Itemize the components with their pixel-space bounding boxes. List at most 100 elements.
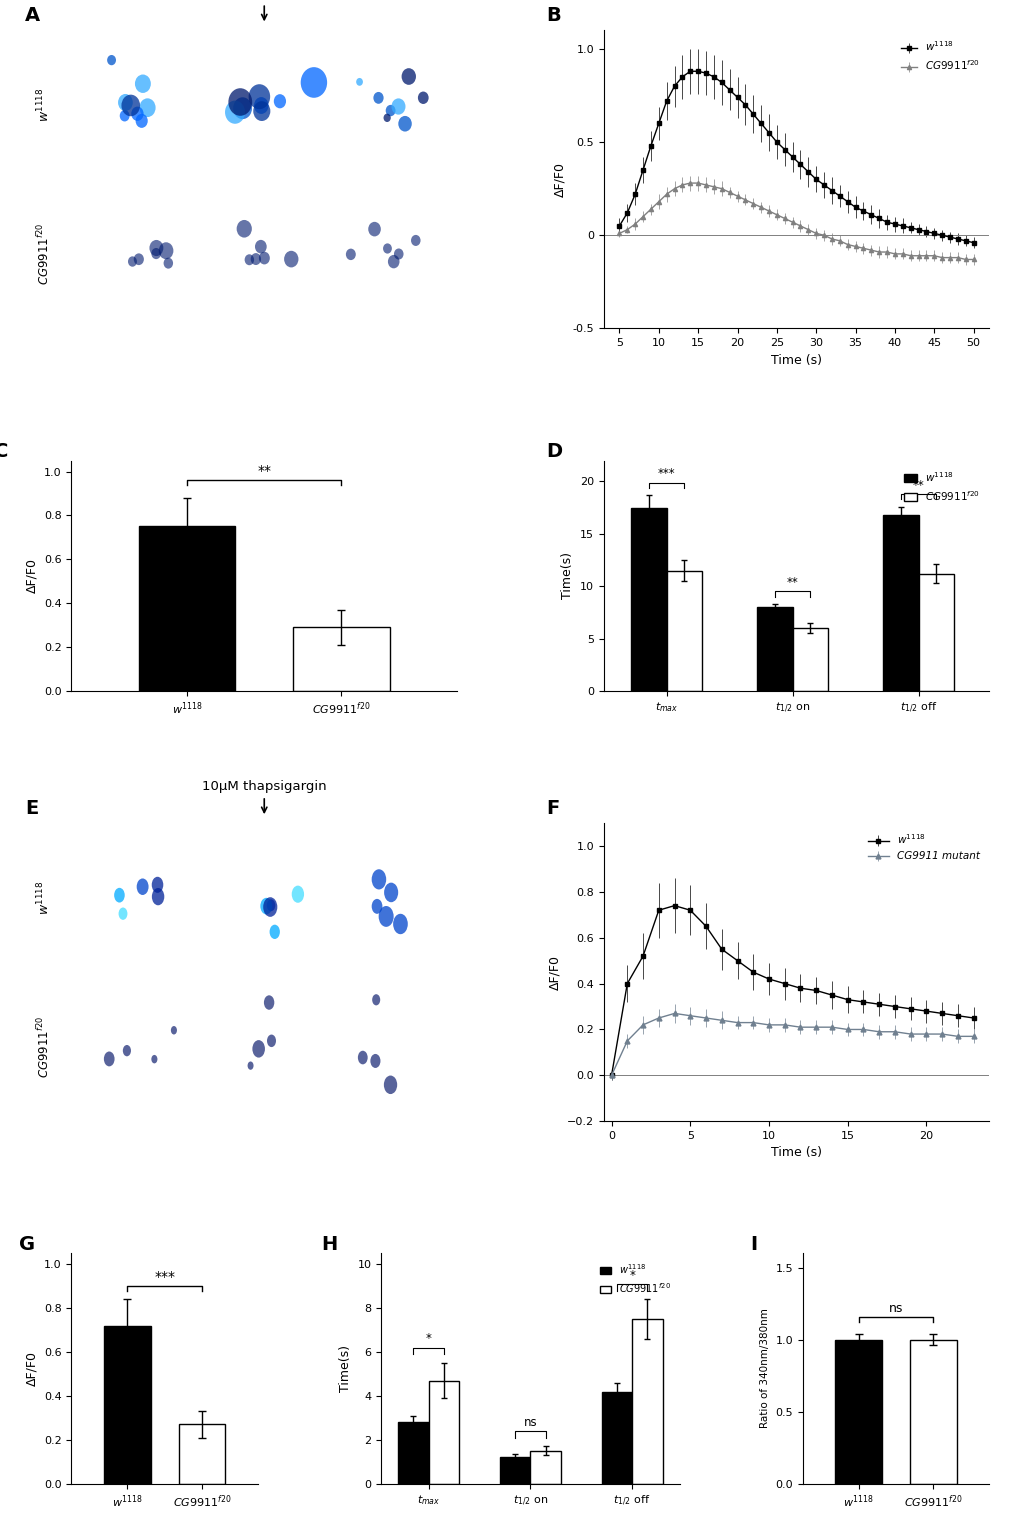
Ellipse shape — [291, 886, 304, 902]
Ellipse shape — [150, 239, 163, 256]
Ellipse shape — [137, 878, 149, 895]
Ellipse shape — [251, 253, 261, 265]
Ellipse shape — [397, 117, 412, 132]
Text: $CG9911^{f20}$: $CG9911^{f20}$ — [37, 223, 52, 285]
Y-axis label: Time(s): Time(s) — [560, 553, 574, 600]
Bar — [756, 607, 792, 690]
Y-axis label: Ratio of 340nm/380nm: Ratio of 340nm/380nm — [759, 1308, 769, 1429]
Ellipse shape — [104, 1052, 114, 1066]
Ellipse shape — [225, 100, 245, 124]
Text: 10μM ionomycin: 10μM ionomycin — [209, 0, 319, 20]
Text: E: E — [25, 799, 39, 818]
Bar — [792, 628, 827, 690]
Text: **: ** — [786, 577, 798, 589]
Ellipse shape — [152, 889, 164, 905]
Ellipse shape — [393, 248, 404, 259]
Ellipse shape — [118, 907, 127, 921]
Text: F: F — [545, 799, 558, 818]
Bar — [632, 1319, 662, 1484]
Ellipse shape — [152, 877, 163, 893]
Text: C: C — [0, 442, 8, 462]
Ellipse shape — [373, 92, 383, 104]
Ellipse shape — [267, 899, 275, 911]
Ellipse shape — [392, 914, 408, 934]
Text: **: ** — [912, 478, 923, 492]
Ellipse shape — [119, 111, 129, 121]
Ellipse shape — [387, 254, 399, 268]
Y-axis label: ΔF/F0: ΔF/F0 — [553, 162, 567, 197]
Text: ns: ns — [888, 1302, 903, 1316]
Text: A: A — [25, 6, 40, 26]
Ellipse shape — [383, 1075, 396, 1095]
Bar — [601, 1391, 632, 1484]
Ellipse shape — [391, 98, 406, 115]
Text: B: B — [545, 6, 560, 26]
Y-axis label: ΔF/F0: ΔF/F0 — [548, 955, 560, 990]
Legend: $w^{1118}$, CG9911 mutant: $w^{1118}$, CG9911 mutant — [863, 828, 983, 866]
Y-axis label: Time(s): Time(s) — [338, 1344, 352, 1391]
Ellipse shape — [345, 248, 356, 260]
Bar — [882, 515, 918, 690]
Bar — [666, 571, 701, 690]
Text: $w^{1118}$: $w^{1118}$ — [36, 88, 53, 123]
Ellipse shape — [121, 95, 140, 117]
Bar — [631, 507, 666, 690]
Ellipse shape — [254, 97, 268, 114]
Ellipse shape — [370, 1054, 380, 1067]
Text: D: D — [545, 442, 561, 462]
Ellipse shape — [118, 94, 132, 111]
Ellipse shape — [372, 995, 380, 1005]
Bar — [292, 627, 389, 690]
Legend: $w^{1118}$, $CG9911^{f20}$: $w^{1118}$, $CG9911^{f20}$ — [595, 1258, 675, 1299]
Ellipse shape — [133, 253, 144, 265]
Bar — [530, 1450, 560, 1484]
Ellipse shape — [368, 223, 380, 236]
Ellipse shape — [252, 1040, 265, 1058]
Ellipse shape — [273, 94, 285, 109]
Ellipse shape — [151, 248, 161, 259]
Ellipse shape — [383, 244, 391, 254]
Ellipse shape — [233, 97, 252, 120]
Bar — [139, 527, 235, 690]
Text: *: * — [425, 1332, 431, 1346]
Ellipse shape — [401, 68, 416, 85]
Ellipse shape — [236, 220, 252, 238]
Legend: $w^{1118}$, $CG9911^{f20}$: $w^{1118}$, $CG9911^{f20}$ — [899, 466, 983, 507]
Ellipse shape — [248, 1061, 254, 1070]
Ellipse shape — [114, 887, 124, 902]
X-axis label: Time (s): Time (s) — [770, 1146, 821, 1160]
Bar — [499, 1458, 530, 1484]
Ellipse shape — [267, 1034, 276, 1048]
Ellipse shape — [284, 251, 299, 268]
Text: **: ** — [257, 465, 271, 478]
Ellipse shape — [171, 1026, 176, 1034]
Text: $CG9911^{f20}$: $CG9911^{f20}$ — [37, 1016, 52, 1078]
Ellipse shape — [135, 74, 151, 92]
Y-axis label: ΔF/F0: ΔF/F0 — [25, 559, 39, 593]
Ellipse shape — [378, 905, 393, 927]
Ellipse shape — [269, 925, 279, 939]
Ellipse shape — [259, 251, 270, 265]
Text: ***: *** — [154, 1270, 175, 1284]
Text: *: * — [629, 1269, 635, 1282]
Ellipse shape — [122, 1045, 130, 1057]
Text: G: G — [19, 1235, 36, 1254]
Ellipse shape — [418, 91, 428, 104]
Ellipse shape — [371, 869, 386, 889]
Text: $w^{1118}$: $w^{1118}$ — [36, 880, 53, 914]
Bar — [397, 1422, 428, 1484]
Y-axis label: ΔF/F0: ΔF/F0 — [25, 1350, 39, 1385]
Bar — [918, 574, 953, 690]
Ellipse shape — [131, 106, 144, 121]
Ellipse shape — [253, 101, 270, 121]
Text: ***: *** — [657, 468, 675, 480]
Bar — [428, 1381, 459, 1484]
Bar — [104, 1326, 151, 1484]
X-axis label: Time (s): Time (s) — [770, 354, 821, 366]
Ellipse shape — [245, 254, 254, 265]
Ellipse shape — [127, 256, 137, 266]
Ellipse shape — [163, 257, 173, 268]
Text: I: I — [750, 1235, 757, 1254]
Ellipse shape — [385, 104, 395, 117]
Ellipse shape — [411, 235, 420, 245]
